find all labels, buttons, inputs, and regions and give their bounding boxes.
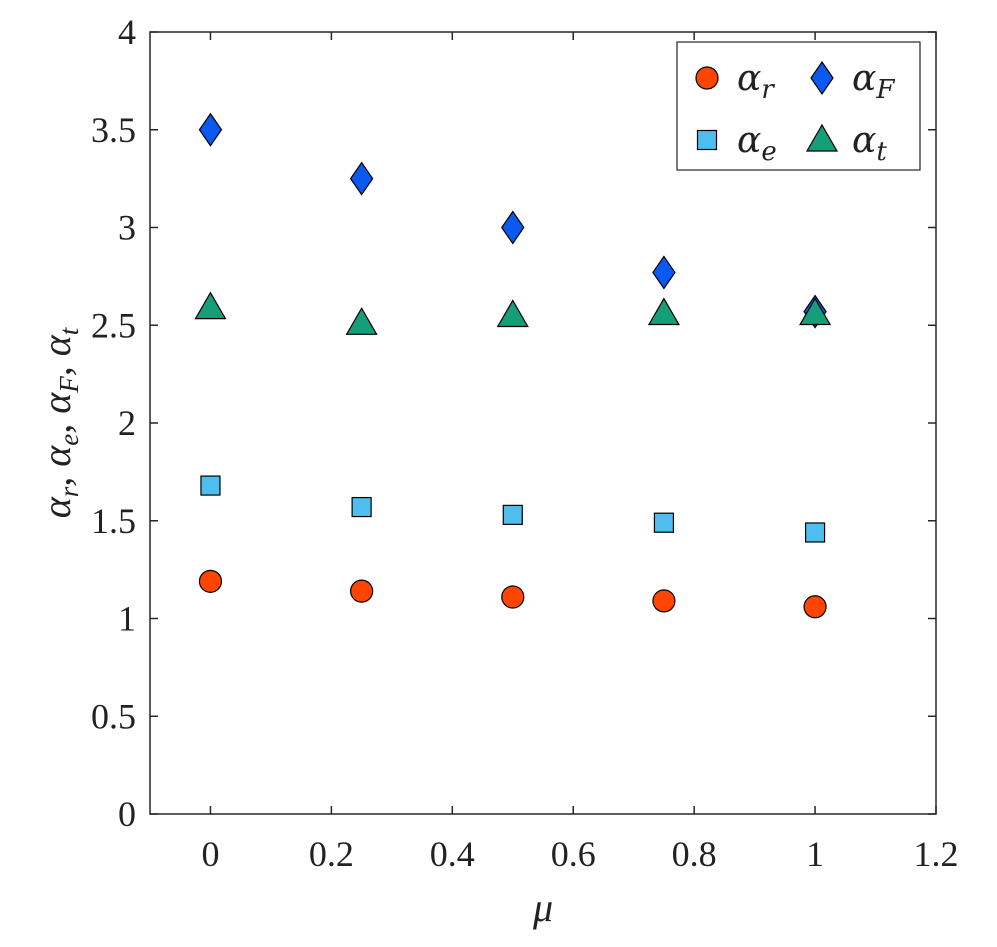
point-t-3 bbox=[647, 297, 680, 326]
y-tick-label-2: 1 bbox=[118, 599, 136, 639]
x-tick-label-4: 0.8 bbox=[672, 834, 717, 874]
x-tick-label-1: 0.2 bbox=[309, 834, 354, 874]
y-tick-label-6: 3 bbox=[118, 208, 136, 248]
point-r-1 bbox=[350, 579, 374, 603]
series-t bbox=[194, 291, 832, 335]
y-tick-label-3: 1.5 bbox=[91, 501, 136, 541]
y-tick-label-7: 3.5 bbox=[91, 110, 136, 150]
x-axis-label: μ bbox=[532, 885, 553, 930]
legend-box bbox=[676, 41, 921, 171]
x-tick-labels: 0 0.2 0.4 0.6 0.8 1 1.2 bbox=[201, 834, 958, 874]
point-F-0 bbox=[198, 112, 223, 147]
x-tick-label-6: 1.2 bbox=[914, 834, 959, 874]
point-t-0 bbox=[194, 291, 227, 320]
point-r-0 bbox=[198, 569, 223, 593]
point-F-3 bbox=[652, 255, 676, 290]
legend-marker-r bbox=[695, 66, 719, 90]
legend-item-e: αe bbox=[696, 120, 777, 167]
svg-text:αr, αe, αF, αt: αr, αe, αF, αt bbox=[34, 326, 84, 518]
legend-label-t: αt bbox=[852, 120, 887, 167]
x-tick-label-2: 0.4 bbox=[430, 834, 475, 874]
y-tick-label-5: 2.5 bbox=[91, 305, 136, 345]
point-e-1 bbox=[351, 496, 372, 518]
point-r-2 bbox=[501, 585, 525, 609]
point-F-1 bbox=[349, 161, 374, 196]
point-t-4 bbox=[799, 297, 832, 326]
legend-item-F: αF bbox=[810, 58, 895, 105]
legend-item-t: αt bbox=[805, 120, 887, 167]
legend: αr αF αe αt bbox=[676, 41, 921, 171]
x-tick-label-0: 0 bbox=[201, 834, 219, 874]
point-t-1 bbox=[345, 307, 378, 335]
x-tick-label-5: 1 bbox=[806, 834, 824, 874]
point-F-2 bbox=[501, 210, 525, 245]
data-markers bbox=[194, 112, 832, 619]
point-t-2 bbox=[496, 299, 529, 328]
point-e-2 bbox=[502, 504, 523, 525]
legend-label-r: αr bbox=[737, 58, 775, 105]
y-tick-label-8: 4 bbox=[118, 12, 136, 52]
legend-marker-e bbox=[696, 129, 718, 151]
axis-ticks bbox=[150, 31, 937, 815]
point-r-3 bbox=[652, 589, 676, 613]
x-tick-label-3: 0.6 bbox=[551, 834, 596, 874]
legend-item-r: αr bbox=[695, 58, 775, 105]
legend-marker-F bbox=[810, 60, 834, 96]
series-r bbox=[198, 569, 827, 619]
legend-label-F: αF bbox=[852, 58, 895, 105]
y-tick-label-0: 0 bbox=[118, 794, 136, 834]
point-r-4 bbox=[803, 595, 827, 619]
point-e-4 bbox=[804, 522, 826, 543]
y-tick-labels: 0 0.5 1 1.5 2 2.5 3 3.5 4 bbox=[91, 12, 136, 834]
point-e-0 bbox=[200, 475, 221, 496]
series-e bbox=[200, 475, 826, 543]
legend-label-e: αe bbox=[737, 120, 777, 167]
y-tick-label-1: 0.5 bbox=[91, 696, 136, 736]
y-tick-label-4: 2 bbox=[118, 403, 136, 443]
y-axis-label: αr, αe, αF, αt bbox=[34, 326, 84, 518]
point-e-3 bbox=[653, 512, 675, 533]
legend-marker-t bbox=[805, 123, 839, 152]
